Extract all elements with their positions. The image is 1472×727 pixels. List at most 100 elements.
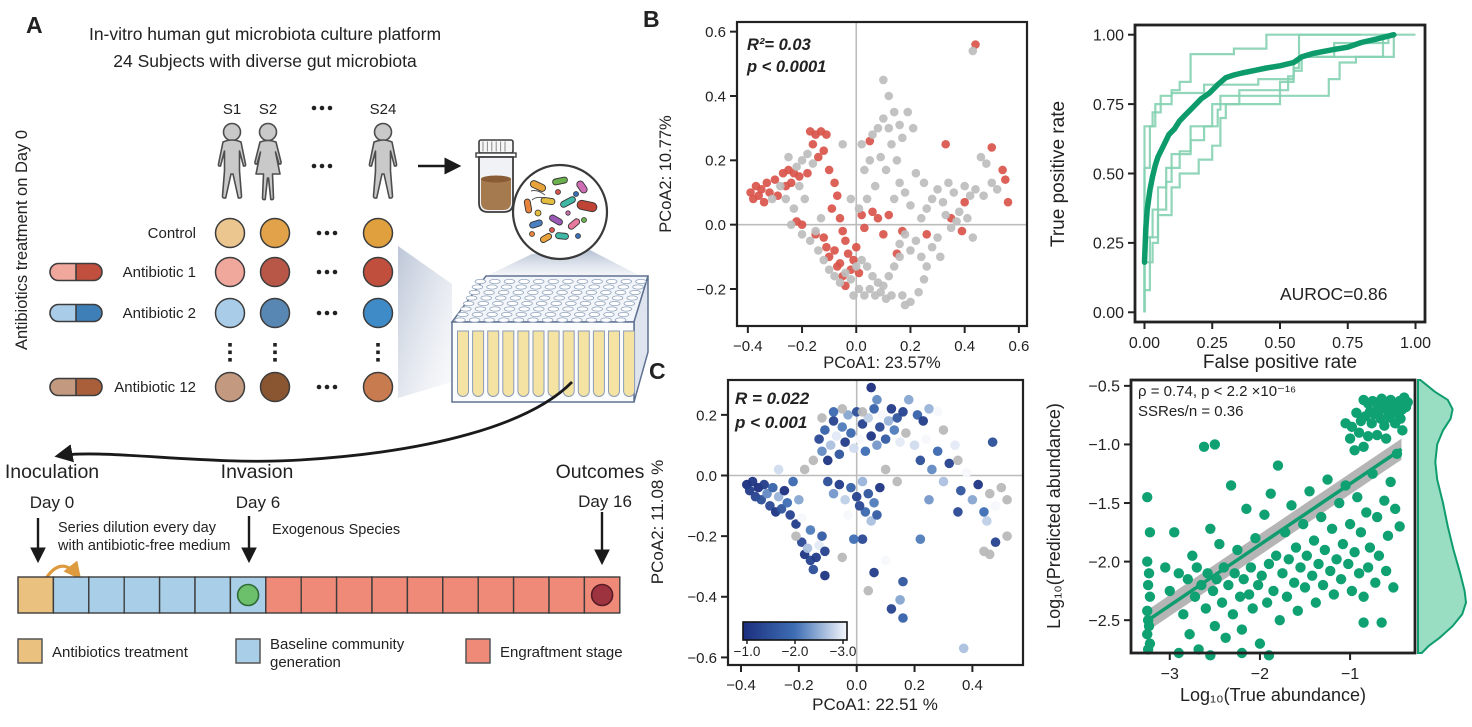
sample-circle bbox=[259, 256, 291, 288]
panel-a-title-line2: 24 Subjects with diverse gut microbiota bbox=[113, 51, 417, 71]
event-inoculation-day: Day 0 bbox=[30, 493, 74, 512]
mean-roc-curve bbox=[1141, 31, 1397, 266]
note-dilution-line1: Series dilution every day bbox=[58, 520, 217, 536]
axes: 0.00 0.25 0.50 0.75 1.00 1.00 0.75 0.50 0.25 0.00… bbox=[1048, 23, 1431, 373]
x-axis-label: False positive rate bbox=[1203, 352, 1357, 373]
pill-icon bbox=[49, 262, 103, 282]
sample-circle bbox=[214, 371, 246, 403]
stool-sample-jar-icon bbox=[475, 139, 517, 213]
microbiota-zoom-icon bbox=[511, 163, 609, 261]
svg-text:−0.6: −0.6 bbox=[687, 650, 717, 667]
sample-circle bbox=[259, 217, 291, 249]
subject-s2-label: S2 bbox=[259, 101, 277, 118]
svg-text:0.00: 0.00 bbox=[1129, 335, 1160, 352]
svg-text:0.50: 0.50 bbox=[1093, 166, 1124, 183]
svg-text:0.4: 0.4 bbox=[705, 88, 726, 105]
regression-line bbox=[1143, 447, 1403, 624]
scatter-points bbox=[1142, 392, 1413, 661]
timeline-legend-swatches bbox=[17, 638, 491, 664]
sample-circle-grid bbox=[49, 217, 394, 403]
culture-plate-icon bbox=[450, 275, 650, 403]
axes: −0.4 −0.2 0.0 0.2 0.4 0.6 0.6 0.4 0.2 0.0 −0.2 PCoA… bbox=[657, 20, 1029, 372]
sample-circle bbox=[259, 297, 291, 329]
panel-a-label: A bbox=[26, 12, 43, 38]
funnel-rows-to-plate bbox=[398, 246, 452, 398]
annotation-text: p < 0.001 bbox=[734, 413, 807, 432]
annotation-text: R = 0.022 bbox=[735, 389, 810, 408]
svg-text:−0.5: −0.5 bbox=[1088, 379, 1120, 396]
arrow-dilution-cycle bbox=[43, 560, 82, 581]
row-antibiotic12-label: Antibiotic 12 bbox=[114, 379, 196, 396]
x-axis-label: PCoA1: 23.57% bbox=[823, 354, 941, 372]
axes: −0.4 −0.2 0.0 0.2 0.4 0.2 0.0 −0.2 −0.4 −0.6 PCoA1… bbox=[648, 378, 1025, 714]
y-axis-label: PCoA2: 10.77% bbox=[657, 115, 675, 233]
roc-curves bbox=[1141, 31, 1416, 313]
y-axis-label: True positive rate bbox=[1048, 101, 1069, 247]
panel-a-title-line1: In-vitro human gut microbiota culture pl… bbox=[89, 24, 441, 44]
svg-text:0.0: 0.0 bbox=[705, 217, 726, 234]
svg-text:−1.0: −1.0 bbox=[734, 644, 761, 659]
x-axis-label: PCoA1: 22.51 % bbox=[812, 695, 938, 714]
timeline-bar bbox=[17, 576, 621, 614]
person-male-icon bbox=[217, 122, 247, 199]
subject-person-icons bbox=[217, 105, 398, 201]
scatter-series bbox=[767, 46, 1002, 310]
sample-circle bbox=[362, 297, 394, 329]
event-invasion-label: Invasion bbox=[221, 461, 294, 483]
svg-text:0.50: 0.50 bbox=[1264, 335, 1295, 352]
svg-text:−1: −1 bbox=[1341, 666, 1359, 683]
annotation-text: p < 0.0001 bbox=[746, 58, 826, 76]
legend-baseline-line2: generation bbox=[270, 654, 341, 671]
pill-icon bbox=[49, 303, 103, 323]
svg-text:−2.0: −2.0 bbox=[782, 644, 809, 659]
svg-text:−3: −3 bbox=[1161, 666, 1179, 683]
panel-c-label: C bbox=[649, 358, 666, 384]
svg-text:0.4: 0.4 bbox=[954, 338, 975, 355]
sample-circle bbox=[362, 256, 394, 288]
svg-text:−3.0: −3.0 bbox=[830, 644, 857, 659]
roc-curve-plot: 0.00 0.25 0.50 0.75 1.00 1.00 0.75 0.50 0.25 0.00… bbox=[1048, 23, 1431, 373]
event-inoculation-label: Inoculation bbox=[5, 461, 99, 483]
svg-text:−0.2: −0.2 bbox=[784, 677, 814, 694]
svg-text:0.6: 0.6 bbox=[705, 24, 726, 41]
svg-text:−0.2: −0.2 bbox=[696, 281, 726, 298]
pcoa-plot-abundance: −1.0 −2.0 −3.0−0.4 −0.2 0.0 0.2 0.40.20.0−0.2−… bbox=[648, 378, 1025, 714]
svg-text:1.00: 1.00 bbox=[1400, 335, 1431, 352]
event-invasion-day: Day 6 bbox=[236, 493, 280, 512]
row-control-label: Control bbox=[148, 225, 196, 242]
svg-text:0.75: 0.75 bbox=[1093, 97, 1124, 114]
subject-s1-label: S1 bbox=[223, 101, 241, 118]
note-exogenous-species: Exogenous Species bbox=[272, 522, 400, 538]
scatter-series bbox=[746, 40, 1013, 291]
event-outcomes-day: Day 16 bbox=[578, 492, 632, 511]
svg-text:1.00: 1.00 bbox=[1093, 27, 1124, 44]
panel-a-diagram: In-vitro human gut microbiota culture pl… bbox=[5, 24, 650, 671]
svg-text:0.0: 0.0 bbox=[846, 338, 867, 355]
svg-text:−0.4: −0.4 bbox=[733, 338, 763, 355]
scatter-points bbox=[741, 382, 1012, 654]
svg-text:0.0: 0.0 bbox=[846, 677, 867, 694]
y-axis-label: PCoA2: 11.08 % bbox=[648, 460, 667, 584]
panel-a-side-label: Antibiotics treatment on Day 0 bbox=[13, 130, 31, 350]
x-axis-label: Log₁₀(True abundance) bbox=[1180, 685, 1366, 705]
svg-text:0.25: 0.25 bbox=[1197, 335, 1228, 352]
density-curve bbox=[1417, 379, 1468, 654]
pcoa-plot-antibiotics: −0.4 −0.2 0.0 0.2 0.4 0.6 0.6 0.4 0.2 0.0 −0.2 PCoA… bbox=[657, 20, 1029, 372]
svg-text:−0.2: −0.2 bbox=[787, 338, 817, 355]
annotation-text: AUROC=0.86 bbox=[1280, 284, 1387, 304]
svg-text:−2.5: −2.5 bbox=[1088, 613, 1120, 630]
funnel-petri-to-plate bbox=[478, 250, 648, 280]
row-antibiotic2-label: Antibiotic 2 bbox=[123, 305, 196, 322]
svg-text:0.75: 0.75 bbox=[1332, 335, 1363, 352]
sample-circle bbox=[214, 256, 246, 288]
legend-baseline-line1: Baseline community bbox=[270, 636, 405, 653]
svg-text:−1.0: −1.0 bbox=[1088, 437, 1120, 454]
subject-s24-label: S24 bbox=[370, 101, 397, 118]
person-male-icon bbox=[368, 122, 398, 199]
sample-circle bbox=[362, 371, 394, 403]
svg-text:−0.4: −0.4 bbox=[726, 677, 756, 694]
annotation-text: ρ = 0.74, p < 2.2 ×10⁻¹⁶ bbox=[1138, 383, 1296, 400]
panel-b-label: B bbox=[643, 6, 660, 32]
annotation-text: R²= 0.03 bbox=[747, 36, 811, 54]
